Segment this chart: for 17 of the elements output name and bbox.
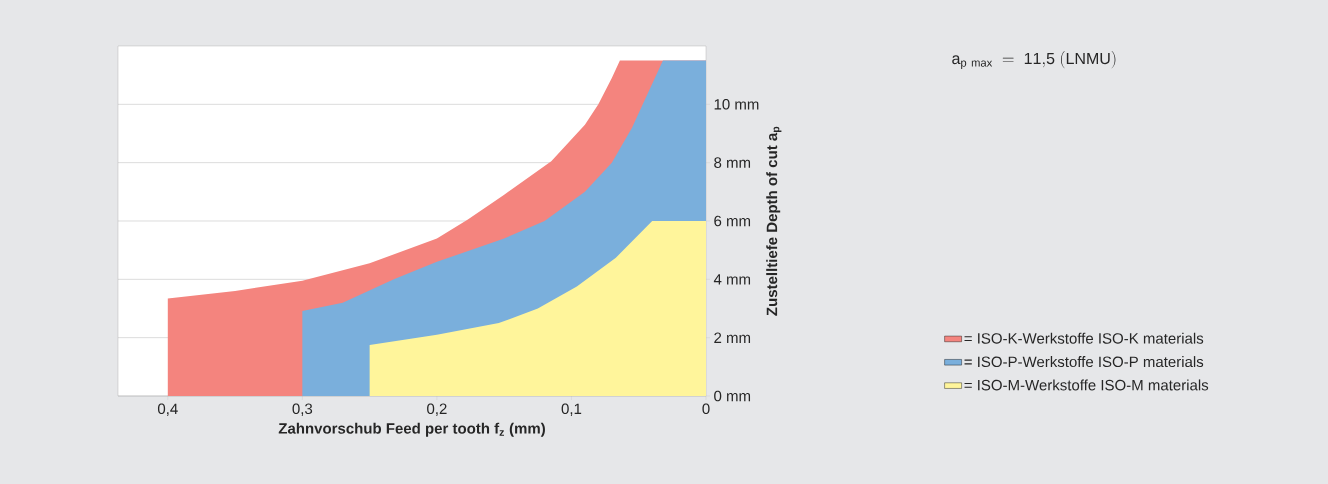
y-axis-title: Zustelltiefe Depth of cut a$_{p}$ — [766, 126, 782, 316]
y-tick-label: 2 mm — [714, 332, 751, 343]
y-tick-label: 8 mm — [714, 157, 751, 168]
y-tick-label: 4 mm — [713, 274, 751, 285]
x-tick-label: 0 — [702, 403, 710, 415]
y-tick-label: 6 mm — [714, 215, 751, 227]
x-tick-label: 0,2 — [427, 403, 447, 416]
x-axis-title: Zahnvorschub Feed per tooth f$_{z}$ (mm) — [278, 422, 545, 437]
legend-label: = ISO-M-Werkstoffe ISO-M materials — [964, 379, 1209, 391]
y-tick-label: 0 mm — [714, 390, 751, 402]
text: $\mathrm{a_{p\ max}\ =\ 11{,}5\ (LNMU)}$ — [952, 51, 1116, 69]
legend-label: = ISO-P-Werkstoffe ISO-P materials — [964, 356, 1204, 368]
x-tick-label: 0,4 — [157, 403, 178, 416]
legend-label: = ISO-K-Werkstoffe ISO-K materials — [964, 332, 1204, 344]
x-tick-label: 0,1 — [561, 403, 582, 416]
x-tick-label: 0,3 — [292, 403, 313, 416]
y-tick-label: 10 mm — [714, 99, 759, 110]
